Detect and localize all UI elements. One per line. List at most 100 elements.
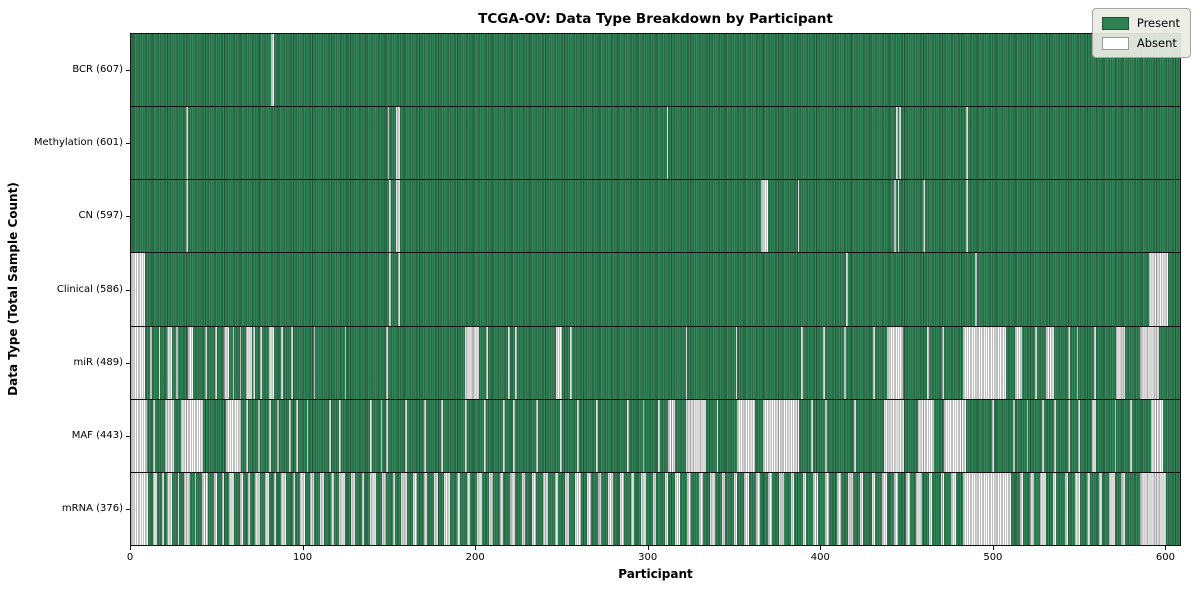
absent-stripe [466, 472, 471, 545]
absent-stripe [131, 253, 145, 326]
absent-stripe [847, 472, 853, 545]
absent-stripe [554, 472, 559, 545]
absent-stripe [699, 472, 703, 545]
absent-stripe [823, 326, 826, 399]
absent-stripe [246, 399, 249, 472]
absent-stripe [444, 472, 450, 545]
x-tick-mark [647, 546, 649, 550]
x-tick-mark [302, 546, 304, 550]
absent-stripe [897, 180, 900, 253]
absent-stripe [778, 472, 784, 545]
absent-stripe [289, 399, 292, 472]
y-tick-label: BCR (607) [72, 63, 123, 75]
absent-stripe [385, 326, 388, 399]
absent-stripe [1052, 472, 1056, 545]
absent-stripe [222, 472, 224, 545]
absent-stripe [313, 326, 316, 399]
absent-stripe [1030, 472, 1034, 545]
x-tick-mark [475, 546, 477, 550]
absent-stripe [744, 472, 750, 545]
x-tick-mark [820, 546, 822, 550]
absent-stripe [131, 399, 147, 472]
absent-stripe [370, 399, 373, 472]
absent-stripe [895, 107, 898, 180]
absent-stripe [508, 326, 510, 399]
heatmap-row [131, 253, 1180, 327]
y-tick-mark [126, 436, 130, 438]
bar-edge-texture [131, 472, 1180, 545]
absent-stripe [265, 472, 269, 545]
heatmap-row [131, 180, 1180, 254]
legend-item: Present [1101, 16, 1180, 30]
absent-stripe [882, 472, 888, 545]
absent-stripe [239, 472, 243, 545]
absent-stripe [489, 472, 493, 545]
heatmap-row [131, 326, 1180, 400]
absent-stripe [825, 399, 827, 472]
x-tick-label: 500 [983, 552, 1003, 563]
absent-stripe [503, 399, 505, 472]
bar-edge-texture [131, 326, 1180, 399]
absent-stripe [1150, 399, 1163, 472]
absent-stripe [385, 399, 388, 472]
absent-stripe [801, 326, 803, 399]
absent-stripe [640, 472, 646, 545]
absent-stripe [837, 472, 841, 545]
absent-stripe [404, 399, 407, 472]
absent-stripe [926, 326, 929, 399]
legend-label: Absent [1136, 36, 1177, 50]
heatmap-row [131, 34, 1180, 108]
x-tick-mark [992, 546, 994, 550]
heatmap-row [131, 107, 1180, 181]
absent-stripe [291, 326, 293, 399]
y-tick-mark [126, 289, 130, 291]
absent-stripe [899, 107, 901, 180]
absent-stripe [1116, 326, 1125, 399]
absent-stripe [175, 326, 178, 399]
absent-stripe [1012, 399, 1015, 472]
absent-stripe [165, 399, 175, 472]
absent-stripe [962, 326, 1006, 399]
absent-stripe [329, 399, 331, 472]
absent-stripe [940, 472, 944, 545]
absent-stripe [187, 326, 193, 399]
absent-stripe [522, 472, 526, 545]
absent-stripe [1109, 472, 1115, 545]
absent-stripe [992, 399, 994, 472]
absent-stripe [255, 472, 261, 545]
heatmap-row [131, 472, 1180, 545]
absent-stripe [1014, 326, 1022, 399]
absent-stripe [253, 326, 256, 399]
y-tick-label: Methylation (601) [33, 136, 123, 148]
absent-stripe [423, 399, 426, 472]
absent-stripe [213, 472, 218, 545]
absent-stripe [675, 472, 681, 545]
absent-stripe [811, 399, 814, 472]
absent-stripe [177, 472, 180, 545]
absent-stripe [232, 326, 235, 399]
absent-stripe [201, 472, 209, 545]
bar-edge-texture [131, 399, 1180, 472]
absent-stripe [883, 399, 905, 472]
absent-stripe [273, 472, 276, 545]
absent-stripe [441, 399, 443, 472]
absent-stripe [215, 326, 218, 399]
absent-stripe [756, 472, 760, 545]
absent-stripe [339, 399, 342, 472]
absent-stripe [456, 472, 460, 545]
absent-stripe [556, 326, 562, 399]
absent-stripe [1130, 399, 1132, 472]
absent-stripe [542, 472, 548, 545]
absent-stripe [477, 472, 483, 545]
absent-stripe [389, 180, 392, 253]
absent-stripe [565, 472, 569, 545]
absent-stripe [397, 253, 400, 326]
y-tick-mark [126, 142, 130, 144]
absent-stripe [258, 399, 261, 472]
absent-stripe [1026, 399, 1029, 472]
absent-stripe [923, 180, 926, 253]
y-tick-mark [126, 216, 130, 218]
absent-stripe [1074, 472, 1081, 545]
absent-stripe [1093, 326, 1096, 399]
absent-stripe [928, 472, 932, 545]
